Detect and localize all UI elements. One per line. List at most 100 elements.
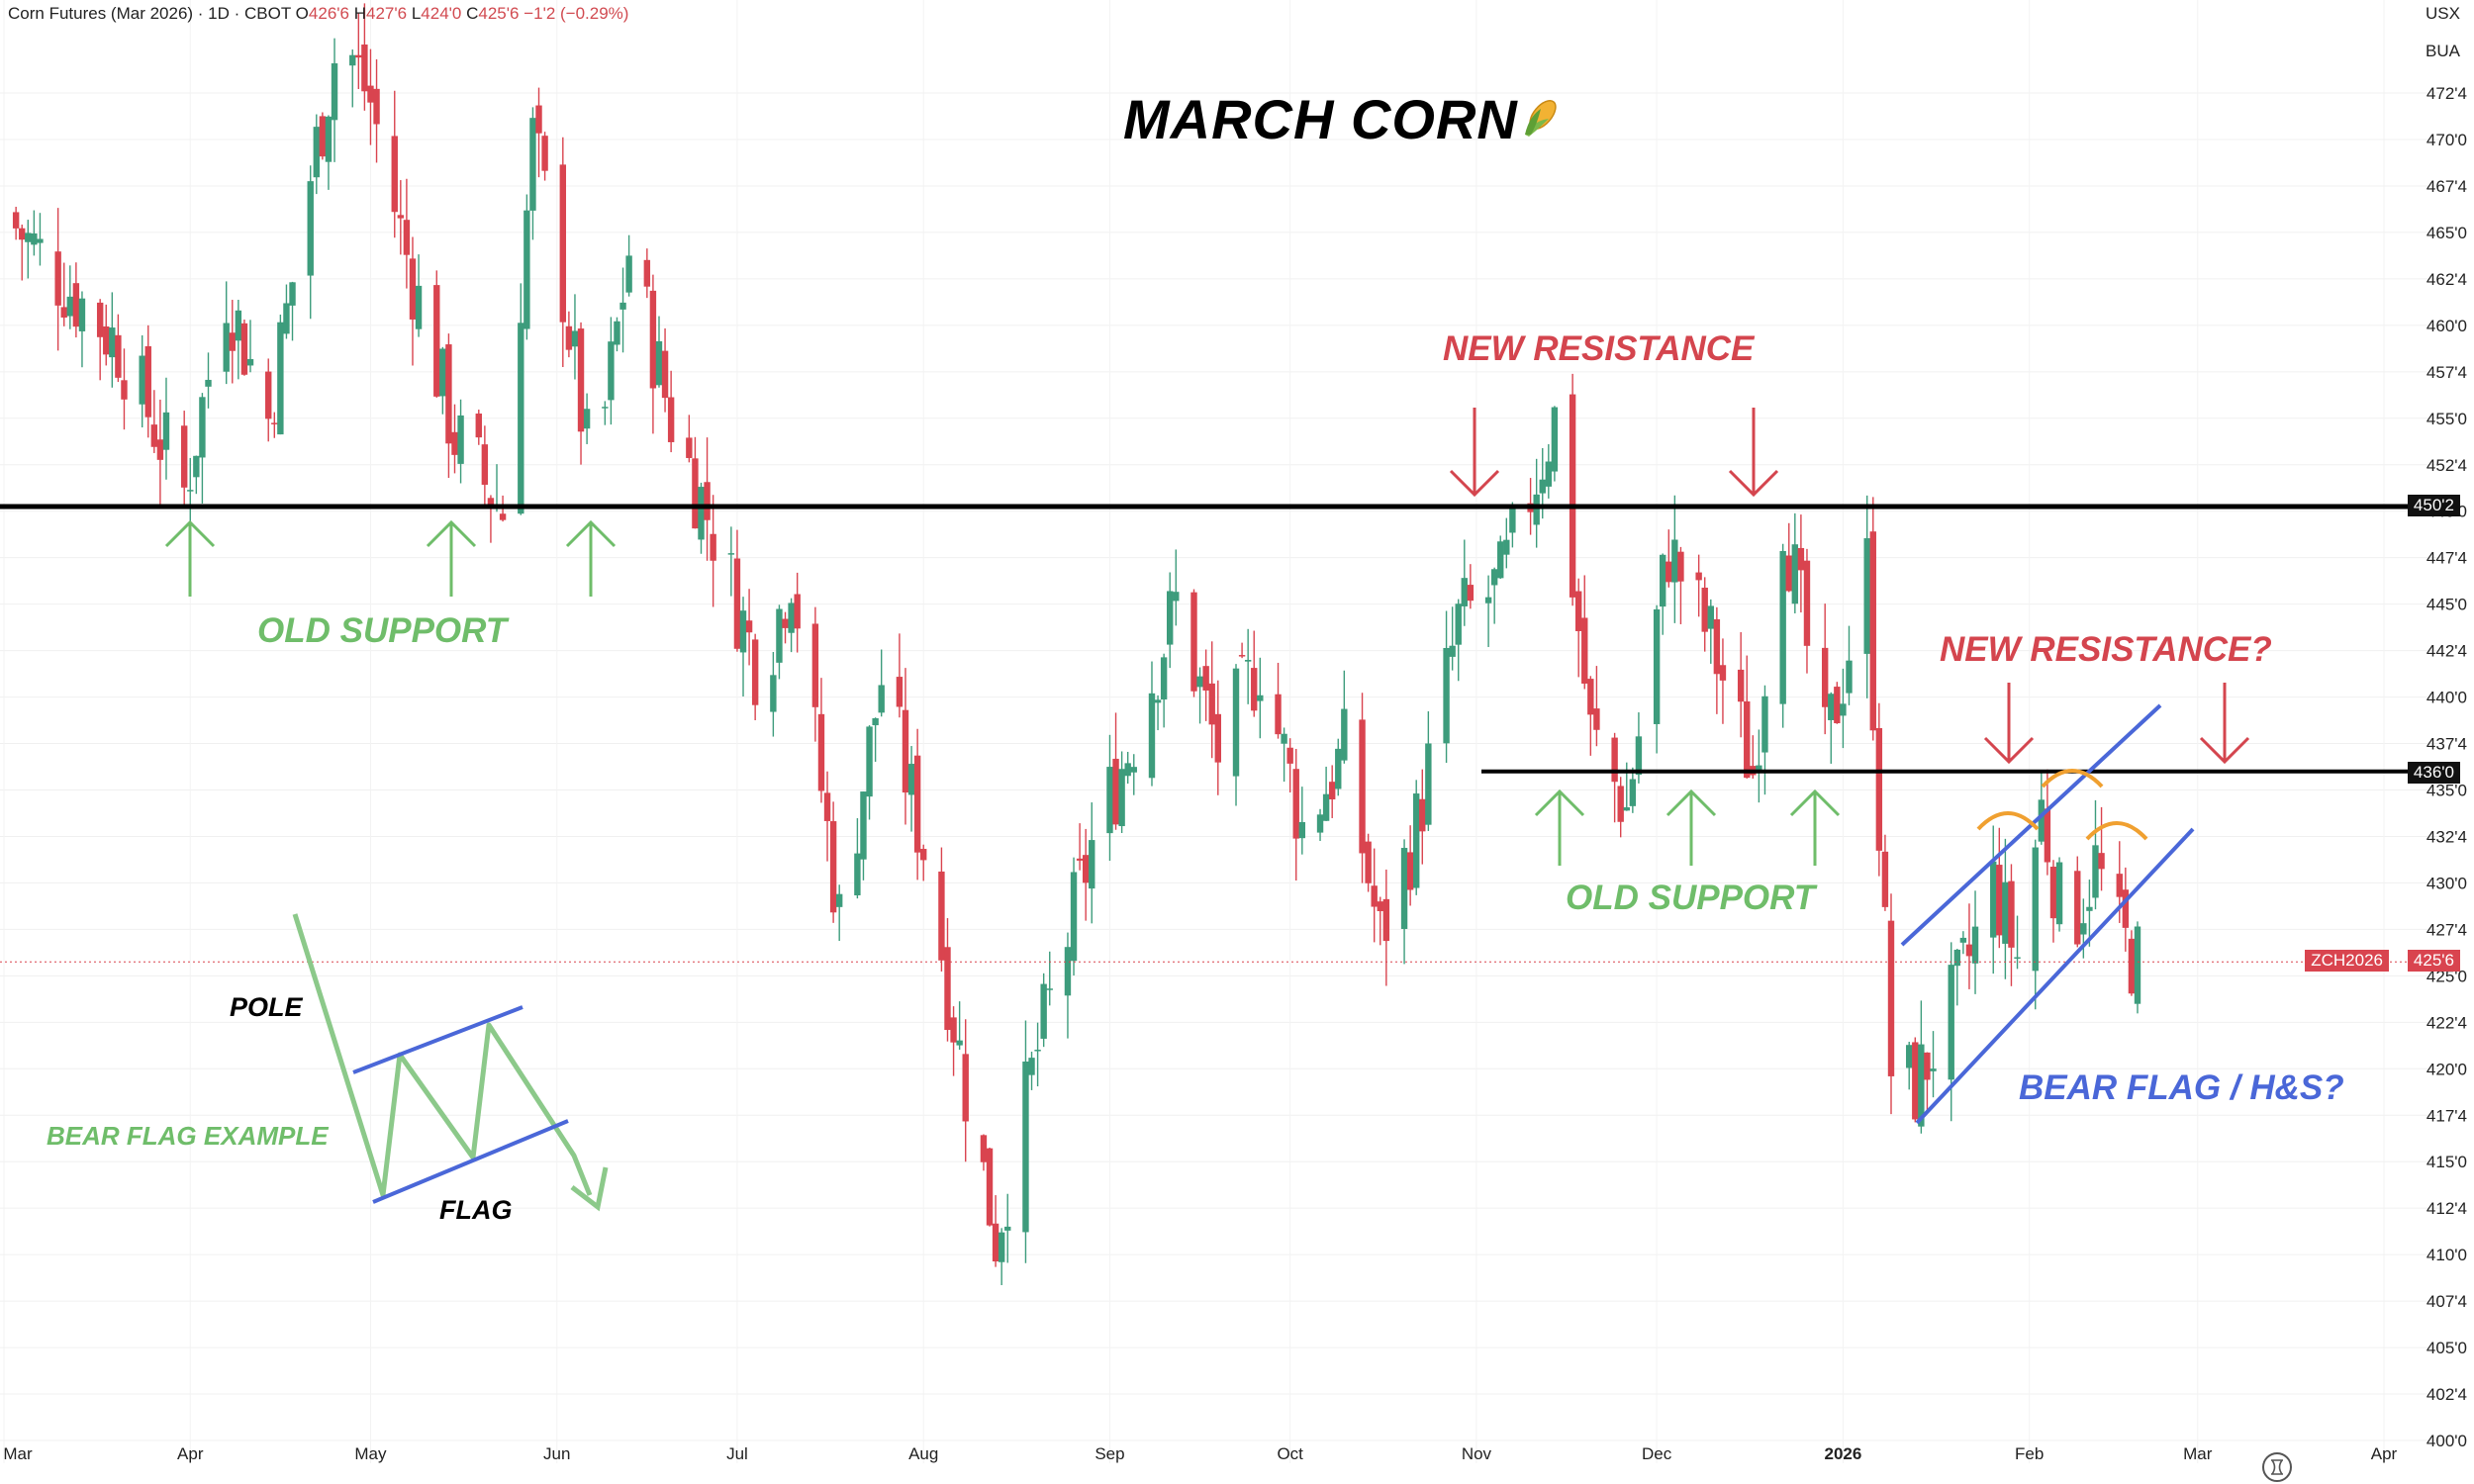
candle-body xyxy=(2116,874,2123,897)
candle xyxy=(733,529,741,652)
candle xyxy=(643,248,651,299)
y-tick-label: 447'4 xyxy=(2426,549,2467,568)
candle-body xyxy=(1990,861,1997,938)
candle xyxy=(1244,628,1252,704)
candle xyxy=(956,1001,963,1051)
candle-body xyxy=(1707,605,1714,629)
candle xyxy=(1286,738,1293,793)
candle xyxy=(1761,685,1768,795)
low-label: L xyxy=(411,4,422,23)
candle xyxy=(144,325,151,438)
candle xyxy=(475,410,482,445)
candle xyxy=(1028,1052,1035,1090)
candle-body xyxy=(1419,798,1426,832)
candle xyxy=(872,717,879,762)
arrow-head xyxy=(1983,736,2035,765)
candle-body xyxy=(649,290,657,389)
candle-body xyxy=(19,228,26,240)
candle xyxy=(2014,915,2021,970)
candle xyxy=(1629,767,1637,813)
candle-body xyxy=(1298,821,1306,839)
candle-body xyxy=(2044,808,2051,863)
candle xyxy=(439,346,446,415)
candle-body xyxy=(1034,1050,1041,1052)
candle xyxy=(1965,903,1973,989)
candle-body xyxy=(733,558,741,649)
support-up-arrow xyxy=(565,519,617,597)
candle-body xyxy=(686,437,693,458)
support-up-arrow xyxy=(1789,788,1841,866)
candle-body xyxy=(920,849,927,861)
candle xyxy=(1503,517,1510,569)
candle-body xyxy=(367,85,374,103)
candle xyxy=(751,633,759,720)
candle xyxy=(66,265,74,329)
y-tick-label: 430'0 xyxy=(2426,874,2467,892)
x-tick-label: Aug xyxy=(908,1444,938,1463)
arrow-head xyxy=(1534,788,1585,817)
new-resistance-label: NEW RESISTANCE xyxy=(1443,329,1755,368)
candle xyxy=(704,437,711,561)
unit-label[interactable]: BUA xyxy=(2426,42,2460,60)
candle-body xyxy=(1040,983,1047,1039)
candle xyxy=(535,87,542,178)
candle-body xyxy=(704,482,711,520)
candle xyxy=(331,38,338,162)
currency-label[interactable]: USX xyxy=(2426,4,2460,23)
candle xyxy=(854,818,861,899)
candle xyxy=(2074,856,2081,948)
time-axis: Mar Apr May Jun Jul Aug Sep Oct Nov Dec 2026 Feb Mar… xyxy=(3,1444,2397,1463)
candle xyxy=(31,210,38,256)
candle-body xyxy=(1653,608,1661,724)
candle-body xyxy=(1118,769,1125,827)
candle xyxy=(1382,869,1390,986)
candle-body xyxy=(193,455,200,478)
candle xyxy=(1707,599,1714,664)
candle xyxy=(1671,495,1678,623)
candle-body xyxy=(2008,881,2015,948)
time-icon[interactable] xyxy=(2260,1450,2294,1484)
candle-body xyxy=(1785,555,1792,592)
candle xyxy=(1341,670,1348,764)
candle-body xyxy=(1779,550,1786,704)
candle-body xyxy=(2002,881,2009,944)
candle xyxy=(2122,867,2130,952)
candle xyxy=(896,633,904,718)
candle-body xyxy=(727,553,735,555)
candle xyxy=(1232,664,1240,806)
candle xyxy=(205,352,212,409)
candle-body xyxy=(180,425,188,488)
candle xyxy=(913,728,921,881)
candle xyxy=(1497,535,1504,580)
candle-body xyxy=(1365,841,1372,883)
support-up-arrow xyxy=(1665,788,1717,866)
candle xyxy=(1316,808,1324,842)
candle xyxy=(1365,833,1372,892)
corn-icon xyxy=(1519,95,1563,143)
candle xyxy=(103,304,110,366)
candle-body xyxy=(1154,699,1162,703)
candle-body xyxy=(643,259,651,287)
candle xyxy=(1040,973,1047,1048)
candle-body xyxy=(823,792,831,821)
candle xyxy=(1022,1020,1029,1263)
candlestick-series xyxy=(12,3,2141,1285)
candle-body xyxy=(1160,657,1168,700)
candle-body xyxy=(1875,728,1883,851)
candle-body xyxy=(1070,872,1078,962)
candle xyxy=(602,401,609,425)
candle xyxy=(1863,495,1870,698)
candle-body xyxy=(1082,855,1090,883)
candle-body xyxy=(1539,479,1546,494)
candle xyxy=(1238,642,1246,659)
candle xyxy=(229,300,236,384)
candle xyxy=(625,234,632,297)
candle xyxy=(1196,667,1203,724)
candle xyxy=(12,207,20,240)
channel-lower-line xyxy=(1915,827,2195,1125)
open-value: 426'6 xyxy=(308,4,349,23)
candle-body xyxy=(1912,1042,1919,1120)
candle xyxy=(1490,567,1498,624)
resistance-down-arrow xyxy=(2199,683,2250,765)
